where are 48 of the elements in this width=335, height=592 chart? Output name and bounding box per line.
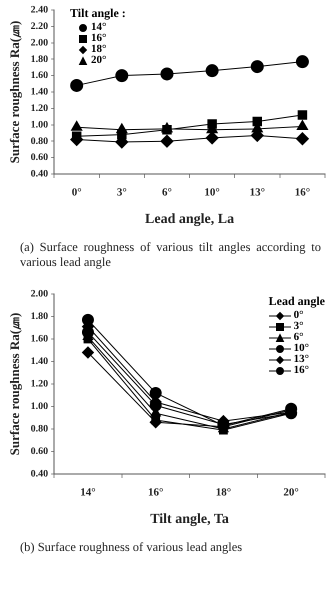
legend-label: 13° [294,353,310,365]
y-tick-label: 1.00 [30,119,48,130]
x-axis-title: Tilt angle, Ta [150,512,229,528]
x-axis-title: Lead angle, La [145,212,234,228]
legend-label: 20° [91,54,106,66]
x-tick-label: 20° [283,486,299,498]
x-tick-label: 13° [250,186,265,198]
legend-title: Tilt angle : [70,6,126,20]
y-tick-label: 0.60 [30,446,48,458]
legend-label: 14° [91,21,106,33]
x-tick-label: 6° [162,186,172,198]
text: (a) Surface roughness of various tilt angles according to various lead angle [19,239,322,270]
y-tick-label: 1.60 [30,334,48,345]
x-tick-label: 14° [80,486,96,498]
legend-label: 10° [294,342,310,354]
x-tick-label: 0° [72,186,82,198]
legend-label: 6° [294,331,304,343]
y-tick-label: 1.20 [30,102,48,114]
y-tick-label: 1.60 [30,70,48,82]
y-tick-label: 1.20 [30,378,48,390]
y-tick-label: 2.00 [30,37,48,48]
y-tick-label: 1.40 [30,356,48,368]
y-tick-label: 2.40 [30,4,48,16]
y-tick-label: 1.80 [30,311,48,322]
y-tick-label: 0.80 [30,136,48,147]
x-tick-label: 10° [204,186,220,198]
y-tick-label: 1.00 [30,401,48,412]
legend-label: 0° [294,309,304,321]
y-axis-title: Surface roughness Ra(㎛) [7,20,22,164]
legend-title: Lead angle [268,294,325,308]
y-tick-label: 0.40 [30,468,48,480]
legend-label: 16° [91,32,106,44]
x-tick-label: 16° [294,186,310,198]
y-tick-label: 2.00 [30,288,48,300]
y-tick-label: 2.20 [30,20,48,32]
legend-label: 3° [294,320,304,332]
y-tick-label: 0.60 [30,152,48,164]
text: (b) Surface roughness of various lead angles [19,539,244,555]
y-tick-label: 0.80 [30,424,48,435]
x-tick-label: 16° [148,486,164,498]
y-tick-label: 1.80 [30,54,48,65]
y-tick-label: 0.40 [30,168,48,180]
x-tick-label: 3° [116,186,127,198]
y-axis-title: Surface roughness Ra(㎛) [7,312,22,456]
legend-label: 18° [91,43,106,55]
x-tick-label: 18° [216,486,232,498]
legend-label: 16° [294,364,310,376]
y-tick-label: 1.40 [30,86,48,98]
